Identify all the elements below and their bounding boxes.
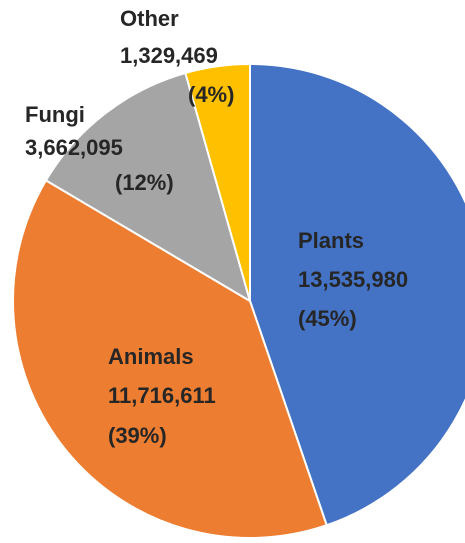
category-label: Plants bbox=[298, 228, 364, 253]
value-label: 13,535,980 bbox=[298, 267, 408, 292]
value-label: 11,716,611 bbox=[108, 383, 216, 408]
pie-slice bbox=[12, 179, 328, 539]
category-label: Fungi bbox=[25, 102, 85, 127]
percentage-label: (45%) bbox=[298, 306, 357, 331]
pie-slice bbox=[184, 62, 251, 302]
slice-labels: Plants 13,535,980 (45%) Animals 11,716,611 (3… bbox=[25, 6, 408, 448]
value-label: 3,662,095 bbox=[25, 135, 123, 160]
pie-slice bbox=[44, 71, 252, 304]
category-label: Animals bbox=[108, 344, 194, 369]
value-label: 1,329,469 bbox=[120, 43, 218, 68]
percentage-label: (4%) bbox=[188, 82, 234, 107]
percentage-label: (12%) bbox=[115, 170, 174, 195]
category-label: Other bbox=[120, 6, 179, 31]
percentage-label: (39%) bbox=[108, 423, 167, 448]
pie-slice bbox=[249, 62, 465, 527]
pie bbox=[12, 62, 465, 539]
